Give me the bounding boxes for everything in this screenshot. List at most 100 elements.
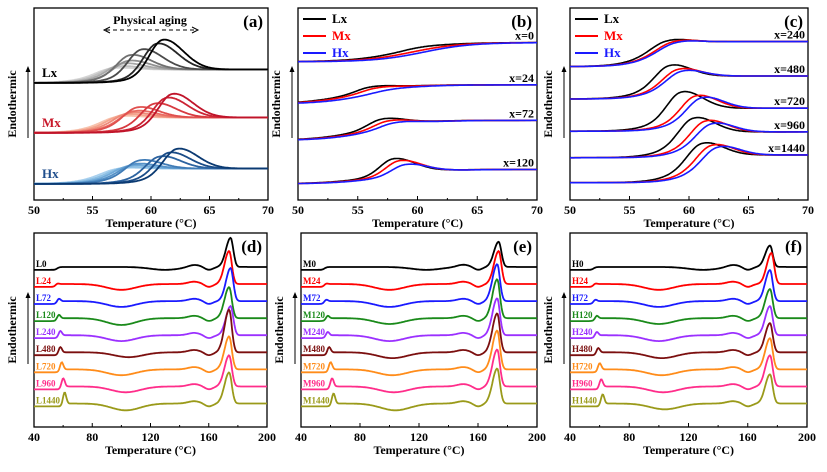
curve-group-label: x=0 [515, 29, 534, 43]
curve-Hx-x=72 [298, 119, 537, 141]
legend-label: Mx [332, 28, 351, 43]
curve-M960 [301, 348, 537, 394]
x-tick-label: 160 [200, 430, 218, 444]
curve-Mx [34, 106, 268, 134]
x-tick-label: 160 [739, 430, 757, 444]
curve-M240 [301, 297, 537, 342]
panel-label: (b) [511, 12, 532, 31]
group-label: Hx [42, 166, 59, 181]
arrow-heads-icon [102, 26, 200, 34]
curve-Hx-x=1440 [570, 145, 808, 184]
panel-label: (c) [784, 12, 803, 31]
series-label: L120 [36, 310, 56, 320]
x-tick-label: 160 [469, 430, 487, 444]
curve-H480 [570, 322, 807, 359]
x-tick-label: 120 [680, 430, 698, 444]
x-axis-label: Temperature (°C) [105, 216, 196, 230]
y-axis-label: Endothermic [272, 296, 286, 364]
x-axis-label: Temperature (°C) [105, 443, 196, 457]
curve-group-label: x=480 [774, 62, 805, 76]
curve-Hx-x=480 [570, 69, 808, 100]
arrow-head-icon [561, 292, 567, 298]
x-tick-label: 40 [295, 430, 307, 444]
curve-H960 [570, 354, 807, 394]
y-axis-label: Endothermic [5, 70, 19, 138]
curve-M480 [301, 312, 537, 359]
curve-Lx [34, 42, 268, 84]
curve-M720 [301, 329, 537, 377]
x-tick-label: 80 [86, 430, 98, 444]
x-tick-label: 50 [28, 203, 40, 217]
arrow-head-icon [292, 292, 298, 298]
x-tick-label: 40 [28, 430, 40, 444]
curve-M120 [301, 278, 537, 325]
curve-L1440 [34, 371, 267, 412]
curve-group-label: x=720 [774, 94, 805, 108]
curve-H24 [570, 251, 807, 291]
series-label: M0 [303, 259, 316, 269]
panel-b: 50 55 60 65 70 Temperature (°C) Endothermic (b)… [269, 7, 543, 230]
arrow-head-icon [289, 66, 295, 72]
curve-group-label: x=240 [774, 28, 805, 42]
series-label: H240 [572, 327, 593, 337]
x-tick-label: 65 [743, 203, 755, 217]
series-label: H72 [572, 293, 589, 303]
curve-M0 [301, 240, 537, 271]
x-tick-label: 60 [683, 203, 695, 217]
curve-M24 [301, 249, 537, 291]
series-label: L0 [36, 259, 47, 269]
series-label: M240 [303, 327, 325, 337]
series-label: M720 [303, 361, 325, 371]
curve-L960 [34, 354, 267, 394]
panel-label: (e) [513, 237, 532, 256]
series-label: M480 [303, 344, 325, 354]
y-axis-label: Endothermic [269, 70, 283, 138]
series-label: L72 [36, 293, 52, 303]
curve-H72 [570, 268, 807, 308]
x-tick-label: 200 [258, 430, 276, 444]
y-axis-label: Endothermic [5, 296, 19, 364]
curve-Hx-x=120 [298, 163, 537, 185]
legend-label: Mx [604, 28, 623, 43]
curve-H1440 [570, 373, 807, 411]
panel-label: (a) [243, 12, 263, 31]
arrow-head-icon [25, 66, 31, 72]
curve-Hx-x=720 [570, 96, 808, 133]
series-label: L24 [36, 276, 52, 286]
curve-Lx [34, 59, 268, 84]
series-label: M24 [303, 276, 321, 286]
x-tick-label: 60 [145, 203, 157, 217]
x-tick-label: 55 [87, 203, 99, 217]
legend-label: Lx [604, 11, 620, 26]
curve-L720 [34, 335, 267, 377]
curve-group-label: x=120 [503, 155, 534, 169]
x-tick-label: 80 [354, 430, 366, 444]
x-tick-label: 55 [624, 203, 636, 217]
annotation-text: Physical aging [113, 13, 187, 27]
curve-Mx [34, 92, 268, 134]
series-label: H960 [572, 378, 593, 388]
x-tick-label: 40 [564, 430, 576, 444]
panel-c: 50 55 60 65 70 Temperature (°C) Endothermic (c)… [541, 7, 814, 230]
curve-group-label: x=24 [509, 71, 534, 85]
series-label: L240 [36, 327, 56, 337]
series-label: M72 [303, 293, 321, 303]
legend-label: Lx [332, 11, 348, 26]
x-axis-label: Temperature (°C) [373, 443, 464, 457]
curve-Hx-x=0 [298, 41, 537, 63]
curve-group-label: x=960 [774, 118, 805, 132]
curve-L24 [34, 249, 267, 291]
curve-H240 [570, 304, 807, 342]
series-label: L1440 [36, 395, 61, 405]
series-label: L480 [36, 344, 56, 354]
group-label: Lx [42, 65, 58, 80]
x-tick-label: 200 [798, 430, 816, 444]
series-label: M120 [303, 310, 325, 320]
curve-Hx-x=24 [298, 84, 537, 104]
x-tick-label: 80 [623, 430, 635, 444]
panel-label: (f) [785, 237, 802, 256]
x-tick-label: 50 [292, 203, 304, 217]
legend-label: Hx [604, 45, 621, 60]
x-tick-label: 60 [412, 203, 424, 217]
curve-group-label: x=1440 [768, 141, 805, 155]
